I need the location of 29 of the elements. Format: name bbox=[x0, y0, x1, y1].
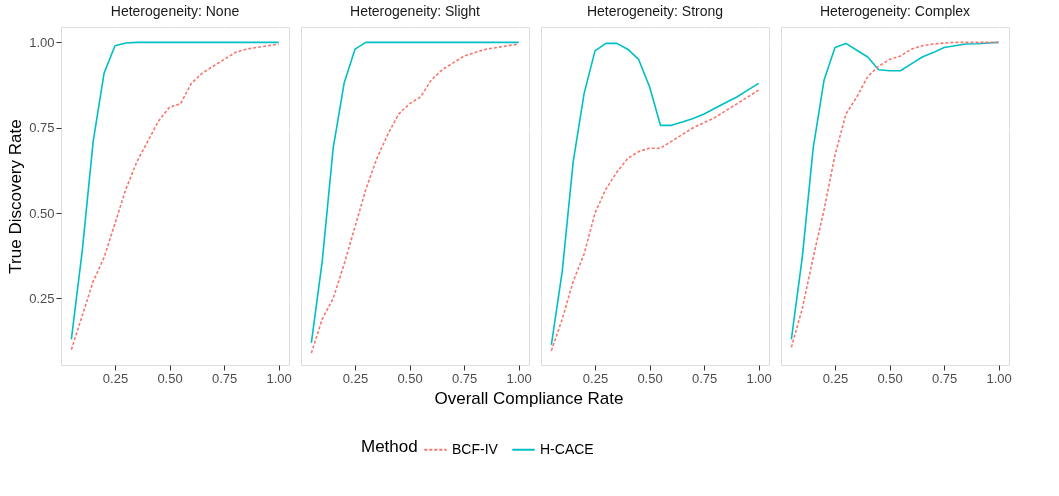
x-tick-label: 1.00 bbox=[266, 370, 292, 386]
y-tick-label: 0.25 bbox=[29, 290, 55, 306]
x-tick-label: 0.25 bbox=[582, 370, 609, 386]
legend-title: Method bbox=[361, 437, 418, 456]
x-tick-label: 0.75 bbox=[451, 370, 478, 386]
x-tick-label: 0.75 bbox=[931, 370, 958, 386]
x-tick-label: 0.50 bbox=[877, 370, 903, 386]
y-tick-label: 1.00 bbox=[29, 34, 55, 50]
chart-title: Heterogeneity: None bbox=[110, 3, 240, 19]
x-tick-label: 0.25 bbox=[822, 370, 849, 386]
x-tick-label: 0.50 bbox=[157, 370, 183, 386]
x-tick-label: 1.00 bbox=[746, 370, 772, 386]
x-tick-label: 0.50 bbox=[397, 370, 423, 386]
text: Overall Compliance Rate bbox=[434, 389, 624, 408]
chart-title: Heterogeneity: Strong bbox=[586, 3, 724, 19]
x-tick-label: 0.25 bbox=[102, 370, 129, 386]
y-tick-label: 0.50 bbox=[29, 205, 55, 221]
x-tick-label: 1.00 bbox=[986, 370, 1012, 386]
y-tick-label: 0.75 bbox=[29, 120, 55, 136]
legend-label: H-CACE bbox=[540, 440, 594, 457]
y-axis-title: True Discovery Rate bbox=[6, 119, 26, 274]
x-tick-label: 0.50 bbox=[637, 370, 663, 386]
x-tick-label: 0.75 bbox=[691, 370, 718, 386]
chart-title: Heterogeneity: Slight bbox=[350, 3, 481, 19]
x-tick-label: 0.75 bbox=[211, 370, 238, 386]
chart-title: Heterogeneity: Complex bbox=[819, 3, 971, 19]
legend-label: BCF-IV bbox=[452, 440, 499, 457]
x-tick-label: 0.25 bbox=[342, 370, 369, 386]
x-tick-label: 1.00 bbox=[506, 370, 532, 386]
